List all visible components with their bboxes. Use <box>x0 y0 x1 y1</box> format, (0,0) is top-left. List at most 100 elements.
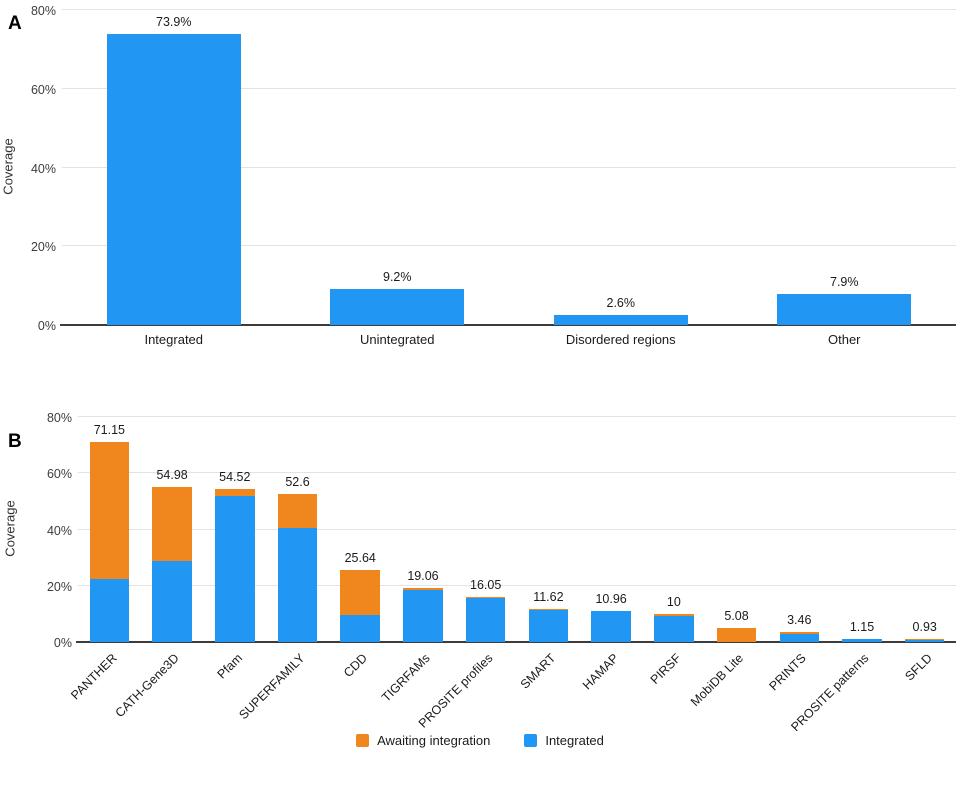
integrated-swatch-icon <box>524 733 538 747</box>
chart-legend: Awaiting integration Integrated <box>0 728 960 752</box>
panel-b-x-axis-labels: PANTHER CATH-Gene3D Pfam SUPERFAMILY CDD TIGR… <box>68 642 956 734</box>
x-label-mobidb-lite: MobiDB Lite <box>688 642 768 728</box>
bar-other <box>777 293 912 325</box>
value-label-pirsf: 10 <box>666 594 681 609</box>
value-label-superfamily: 52.6 <box>285 475 310 490</box>
segment-awaiting-integration-pfam <box>215 488 255 497</box>
bar-band-cdd: 25.64 <box>329 417 392 642</box>
bar-band-integrated: 73.9% <box>62 10 286 325</box>
gridline-20 <box>78 584 956 586</box>
legend-item-integrated: Integrated <box>524 733 604 748</box>
value-label-prosite-profiles: 16.05 <box>470 577 502 592</box>
segment-integrated-panther <box>89 579 130 642</box>
x-label-cath-gene3d: CATH-Gene3D <box>113 642 204 728</box>
x-label-sfld: SFLD <box>893 642 956 728</box>
x-label-prosite-profiles: PROSITE profiles <box>416 642 517 731</box>
x-label-superfamily: SUPERFAMILY <box>236 642 329 728</box>
x-label-cdd: CDD <box>329 642 392 728</box>
value-label-disordered-regions: 2.6% <box>606 295 636 310</box>
x-label-other: Other <box>827 332 861 347</box>
x-label-panther: PANTHER <box>68 642 141 728</box>
segment-integrated-pfam <box>215 496 255 642</box>
bar-band-panther: 71.15 <box>78 417 141 642</box>
bar-sfld <box>904 639 945 642</box>
y-tick-label: 80% <box>46 411 72 425</box>
y-tick-label: 80% <box>30 4 56 18</box>
x-axis-line <box>60 324 956 326</box>
bar-mobidb-lite <box>716 627 757 642</box>
x-label-smart: SMART <box>517 642 580 728</box>
legend-label: Integrated <box>545 732 604 748</box>
x-label-text: PIRSF <box>647 651 684 687</box>
bar-prosite-profiles <box>465 596 506 642</box>
value-label-mobidb-lite: 5.08 <box>724 608 749 623</box>
x-label-hamap: HAMAP <box>580 642 643 728</box>
panel-a: A Coverage 0% 20% 40% 60% 80% 73.9% 9.2% 2.6% 7.… <box>0 4 960 362</box>
bar-integrated <box>106 34 241 325</box>
bar-unintegrated <box>330 288 465 325</box>
panel-b-plot: Coverage 0% 20% 40% 60% 80% 71.15 54.98 54.52 52… <box>3 411 956 650</box>
segment-awaiting-integration-panther <box>89 441 130 580</box>
bar-cdd <box>340 569 380 642</box>
value-label-other: 7.9% <box>830 274 859 289</box>
bar-band-pfam: 54.52 <box>203 417 266 642</box>
bar-band-pirsf: 10 <box>642 417 705 642</box>
segment-integrated-superfamily <box>277 527 318 642</box>
awaiting-integration-swatch-icon <box>356 733 370 747</box>
value-label-sfld: 0.93 <box>912 620 937 635</box>
x-label-text: CDD <box>341 651 371 681</box>
bar-hamap <box>591 611 631 642</box>
segment-integrated-cdd <box>340 615 380 642</box>
segment-integrated-sfld <box>904 640 945 642</box>
segment-integrated-smart <box>528 610 569 642</box>
bars-area: 73.9% 9.2% 2.6% 7.9% <box>62 10 956 325</box>
y-tick-label: 60% <box>30 82 56 97</box>
gridline-20 <box>62 245 956 247</box>
value-label-tigrfams: 19.06 <box>407 569 439 584</box>
x-label-text: HAMAP <box>579 651 622 693</box>
y-tick-label: 0% <box>53 636 72 650</box>
gridline-80 <box>78 416 956 417</box>
segment-integrated-prints <box>779 634 820 642</box>
segment-awaiting-integration-cdd <box>340 569 380 616</box>
y-tick-label: 20% <box>46 579 72 594</box>
segment-integrated-prosite-patterns <box>842 638 882 642</box>
legend-label: Awaiting integration <box>377 732 491 748</box>
gridline-40 <box>78 528 956 530</box>
value-label-prints: 3.46 <box>787 613 812 628</box>
panel-a-x-axis-labels: Integrated Unintegrated Disordered regions… <box>62 325 956 349</box>
value-label-smart: 11.62 <box>533 590 564 605</box>
value-label-prosite-patterns: 1.15 <box>849 619 875 634</box>
bar-superfamily <box>277 494 318 642</box>
segment-awaiting-integration-mobidb-lite <box>716 627 757 642</box>
y-tick-label: 40% <box>46 523 72 538</box>
x-label-unintegrated: Unintegrated <box>360 332 435 347</box>
bar-band-unintegrated: 9.2% <box>286 10 510 325</box>
x-label-text: SFLD <box>902 651 935 684</box>
value-label-panther: 71.15 <box>93 422 125 437</box>
segment-integrated-prosite-profiles <box>465 598 506 642</box>
bar-cath-gene3d <box>152 487 192 642</box>
x-label-disordered-regions: Disordered regions <box>565 332 676 347</box>
panel-b: B Coverage 0% 20% 40% 60% 80% 71.15 54.98 54.52… <box>0 411 960 810</box>
bar-band-prints: 3.46 <box>768 417 831 642</box>
x-label-text: PANTHER <box>67 651 120 703</box>
gridline-80 <box>62 9 956 10</box>
panel-b-letter: B <box>8 431 22 452</box>
bar-tigrfams <box>403 588 443 642</box>
x-label-integrated: Integrated <box>144 332 204 347</box>
gridline-60 <box>62 87 956 89</box>
bar-band-tigrfams: 19.06 <box>392 417 455 642</box>
segment-awaiting-integration-prosite-profiles <box>465 596 506 599</box>
y-tick-label: 40% <box>30 161 56 176</box>
value-label-cdd: 25.64 <box>344 550 376 565</box>
value-label-unintegrated: 9.2% <box>383 269 412 284</box>
bar-band-prosite-profiles: 16.05 <box>454 417 517 642</box>
bar-band-mobidb-lite: 5.08 <box>705 417 768 642</box>
panel-a-plot: Coverage 0% 20% 40% 60% 80% 73.9% 9.2% 2.6% 7.9% <box>1 4 956 333</box>
value-label-pfam: 54.52 <box>219 469 251 484</box>
segment-integrated-hamap <box>591 611 631 642</box>
x-label-prosite-patterns: PROSITE patterns <box>789 642 894 734</box>
gridline-40 <box>62 166 956 168</box>
value-label-hamap: 10.96 <box>595 592 627 607</box>
